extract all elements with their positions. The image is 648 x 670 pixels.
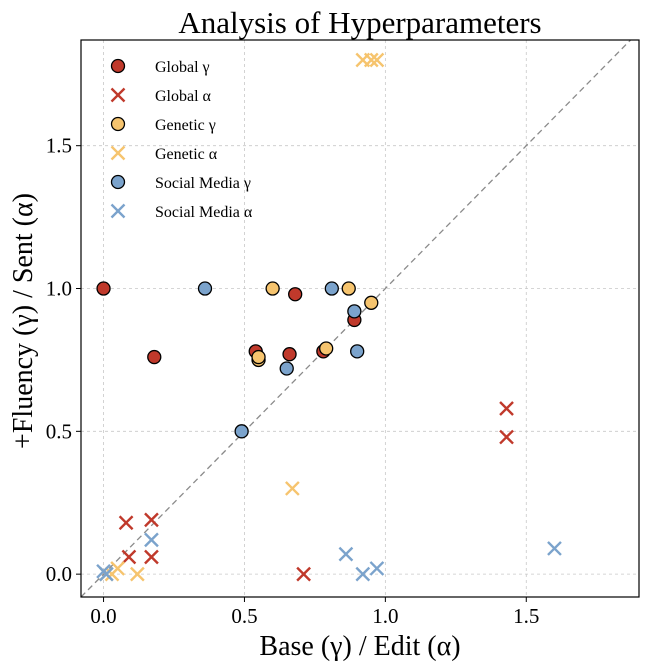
legend-marker: [110, 174, 126, 190]
point-geneticgamma: [265, 281, 280, 296]
point-social-mediaalpha: [369, 561, 385, 576]
legend: Global γ Global α Genetic γ Genetic α Social…: [110, 58, 253, 221]
x-tick-label: 0.5: [231, 604, 257, 628]
point-globalgamma: [96, 281, 111, 296]
point-geneticgamma: [341, 281, 356, 296]
x-axis-label: Base (γ) / Edit (α): [259, 631, 460, 662]
point-geneticalpha: [363, 52, 379, 68]
point-social-mediagamma: [279, 361, 294, 376]
y-tick-label: 0.0: [46, 562, 72, 586]
point-social-mediaalpha: [355, 566, 371, 582]
legend-label: Social Media γ: [155, 175, 251, 192]
legend-marker: [110, 145, 126, 161]
point-geneticalpha: [369, 52, 385, 68]
point-globalgamma: [147, 349, 162, 365]
point-globalalpha: [121, 549, 137, 565]
point-social-mediagamma: [234, 424, 249, 439]
legend-label: Genetic α: [155, 146, 218, 163]
legend-label: Social Media α: [155, 204, 253, 221]
legend-label: Genetic γ: [155, 117, 216, 134]
point-globalalpha: [499, 401, 514, 416]
point-geneticgamma: [364, 295, 379, 310]
point-social-mediaalpha: [144, 532, 159, 548]
point-globalalpha: [144, 549, 159, 565]
point-geneticgamma: [319, 341, 334, 356]
point-globalalpha: [499, 429, 514, 445]
point-social-mediagamma: [197, 281, 213, 296]
legend-label: Global α: [155, 88, 212, 105]
point-social-mediagamma: [324, 281, 339, 296]
legend-marker: [110, 87, 126, 103]
point-globalalpha: [296, 566, 311, 582]
y-tick-label: 0.5: [46, 419, 72, 443]
legend-label: Global γ: [155, 59, 210, 76]
chart-title: Analysis of Hyperparameters: [178, 5, 541, 40]
point-social-mediaalpha: [338, 546, 354, 562]
point-geneticalpha: [285, 481, 300, 496]
point-globalalpha: [118, 515, 134, 531]
point-geneticalpha: [110, 561, 125, 576]
x-tick-label: 1.0: [372, 604, 398, 628]
point-social-mediagamma: [350, 344, 365, 359]
x-tick-label: 0.0: [90, 604, 116, 628]
y-tick-label: 1.5: [46, 134, 72, 158]
point-geneticgamma: [251, 349, 266, 365]
plot-frame: [80, 39, 640, 598]
legend-marker: [110, 58, 126, 74]
point-globalalpha: [144, 512, 159, 528]
legend-marker: [110, 203, 126, 219]
point-social-mediaalpha: [547, 541, 562, 556]
y-axis-label: +Fluency (γ) / Sent (α): [8, 193, 39, 449]
y-tick-label: 1.0: [46, 277, 72, 301]
point-social-mediaalpha: [99, 566, 114, 582]
point-globalgamma: [282, 347, 297, 362]
x-tick-label: 1.5: [513, 604, 539, 628]
point-social-mediagamma: [347, 304, 362, 319]
point-globalgamma: [288, 287, 303, 302]
point-geneticalpha: [130, 566, 145, 582]
legend-marker: [110, 116, 126, 132]
